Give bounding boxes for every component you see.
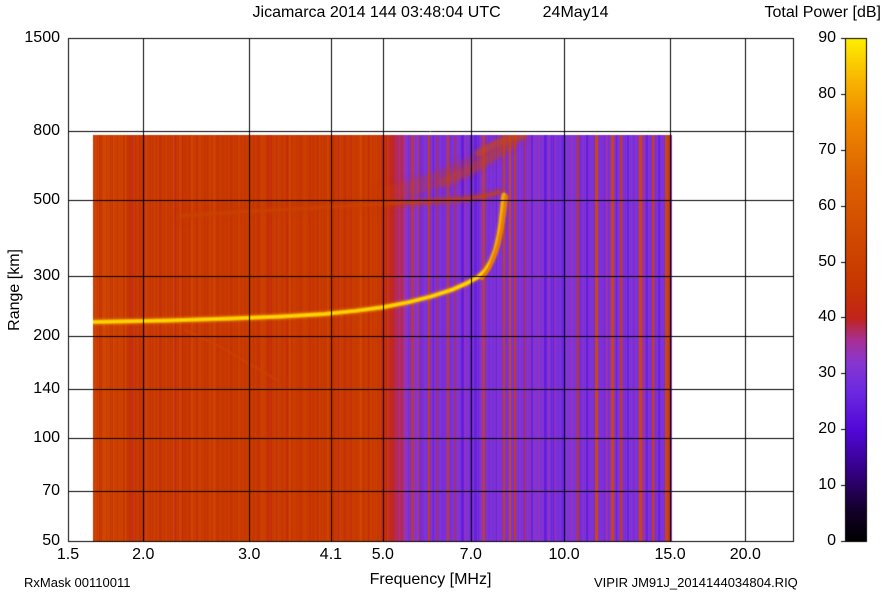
y-tick-label: 50: [42, 532, 60, 549]
x-tick-label: 1.5: [56, 546, 80, 563]
plot-date: 24May14: [542, 4, 609, 21]
y-tick-label: 1500: [24, 29, 60, 46]
rxmask-label: RxMask 00110011: [24, 575, 131, 590]
y-axis-title: Range [km]: [6, 248, 23, 331]
colorbar-tick-label: 90: [818, 29, 836, 46]
y-tick-label: 500: [33, 191, 60, 209]
colorbar-tick-label: 30: [818, 364, 836, 382]
colorbar-tick-label: 40: [818, 308, 836, 326]
colorbar-title: Total Power [dB]: [764, 4, 882, 21]
x-tick-label: 10.0: [548, 546, 580, 563]
colorbar-tick-label: 80: [818, 84, 836, 102]
title-row: Jicamarca 2014 144 03:48:04 UTC 24May14: [68, 4, 793, 22]
plot-title: Jicamarca 2014 144 03:48:04 UTC: [252, 4, 501, 21]
x-axis-title: Frequency [MHz]: [369, 571, 492, 588]
x-tick-label: 20.0: [729, 546, 761, 563]
y-tick-label: 100: [33, 429, 60, 447]
x-tick-label: 3.0: [238, 546, 261, 563]
colorbar-tick-label: 10: [818, 476, 836, 494]
x-tick-label: 2.0: [132, 546, 155, 563]
colorbar-tick-label: 50: [818, 252, 836, 270]
y-tick-label: 300: [33, 267, 60, 285]
x-tick-label: 15.0: [654, 546, 686, 563]
colorbar-tick-label: 60: [818, 196, 836, 214]
x-tick-label: 5.0: [371, 546, 394, 563]
y-tick-label: 140: [33, 379, 60, 397]
colorbar-tick-label: 20: [818, 420, 836, 438]
y-tick-label: 800: [33, 121, 60, 139]
x-tick-label: 4.1: [319, 546, 343, 563]
y-tick-label: 70: [42, 482, 60, 500]
x-tick-label: 7.0: [459, 546, 482, 563]
y-tick-label: 200: [33, 326, 60, 344]
colorbar-tick-label: 70: [818, 140, 836, 158]
file-info-label: VIPIR JM91J_2014144034804.RIQ: [594, 575, 798, 590]
y-axis-title-wrap: Range [km]: [0, 38, 30, 541]
colorbar-tick-label: 0: [827, 532, 836, 549]
